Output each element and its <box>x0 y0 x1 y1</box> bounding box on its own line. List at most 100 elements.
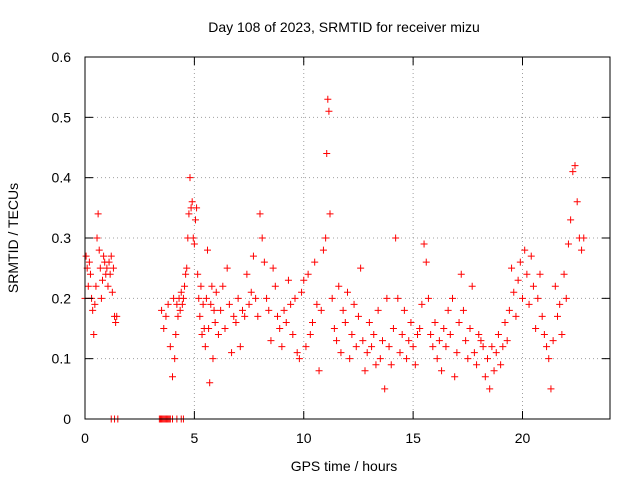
data-point <box>91 300 99 308</box>
data-point <box>556 300 564 308</box>
data-point <box>564 240 572 248</box>
data-point <box>352 343 360 351</box>
data-point <box>464 355 472 363</box>
data-point <box>106 270 114 278</box>
y-tick-label: 0.4 <box>52 170 72 186</box>
data-point <box>274 312 281 320</box>
data-point <box>453 349 461 357</box>
data-point <box>558 331 566 339</box>
data-point <box>249 252 257 260</box>
data-point <box>324 95 332 103</box>
data-point <box>403 355 411 363</box>
data-point <box>113 312 121 320</box>
data-point <box>241 312 249 320</box>
data-point <box>325 107 333 115</box>
data-point <box>186 174 194 182</box>
data-point <box>514 276 522 284</box>
data-point <box>433 355 441 363</box>
data-point <box>341 318 349 326</box>
data-point <box>512 312 520 320</box>
data-point <box>205 325 213 332</box>
y-tick-label: 0.5 <box>52 109 72 125</box>
data-point <box>84 282 92 290</box>
data-point <box>477 337 485 345</box>
data-point <box>529 282 537 290</box>
data-point <box>89 306 97 314</box>
data-point <box>182 270 190 278</box>
data-point <box>435 337 443 345</box>
data-point <box>108 288 116 296</box>
data-point <box>309 318 316 326</box>
data-point <box>499 343 507 351</box>
data-point <box>551 282 559 290</box>
data-point <box>508 264 516 272</box>
data-point <box>339 306 347 314</box>
data-point <box>346 355 354 363</box>
y-tick-label: 0.3 <box>52 230 72 246</box>
data-point <box>208 282 216 290</box>
data-point <box>376 355 384 363</box>
data-point <box>398 331 406 339</box>
data-point <box>254 312 262 320</box>
data-point <box>228 349 236 357</box>
data-point <box>104 282 112 290</box>
y-tick-label: 0.2 <box>52 290 72 306</box>
data-point <box>449 294 456 302</box>
data-point <box>174 312 182 320</box>
data-point <box>409 343 417 351</box>
data-point <box>210 306 218 314</box>
data-point <box>354 312 362 320</box>
data-point <box>107 252 115 260</box>
data-point <box>389 325 397 332</box>
data-point <box>103 264 111 272</box>
data-point <box>172 331 180 339</box>
data-point <box>468 282 476 290</box>
data-point <box>543 343 551 351</box>
data-point <box>96 264 104 272</box>
data-point <box>162 312 170 320</box>
data-point <box>221 325 229 332</box>
data-point <box>311 258 319 266</box>
data-point <box>532 325 540 332</box>
data-point <box>527 252 535 260</box>
data-point <box>554 312 561 320</box>
data-point <box>90 331 98 339</box>
grid-layer <box>85 57 610 419</box>
data-point <box>359 337 367 345</box>
data-point <box>171 355 179 363</box>
data-point <box>488 343 496 351</box>
data-point <box>516 258 524 266</box>
data-point <box>451 373 459 381</box>
data-point <box>534 294 542 302</box>
data-point <box>195 294 203 302</box>
data-point <box>188 198 196 206</box>
data-point <box>181 282 189 290</box>
data-point <box>201 343 209 351</box>
data-point <box>545 355 553 363</box>
data-point <box>486 385 494 393</box>
data-point <box>394 294 402 302</box>
data-point <box>455 318 463 326</box>
data-point <box>422 258 430 266</box>
data-point <box>86 270 94 278</box>
data-point <box>276 325 284 332</box>
data-point <box>328 294 336 302</box>
data-point <box>323 150 331 158</box>
data-point <box>333 337 341 345</box>
data-point <box>414 331 421 339</box>
data-point <box>407 318 415 326</box>
data-point <box>519 294 526 302</box>
data-point <box>337 349 345 357</box>
data-point <box>243 270 251 278</box>
data-point <box>494 331 502 339</box>
data-point <box>372 361 380 369</box>
x-tick-label: 15 <box>405 430 421 446</box>
data-point <box>562 294 570 302</box>
data-point <box>232 318 240 326</box>
data-point <box>319 246 327 254</box>
data-point <box>278 343 286 351</box>
data-point <box>164 300 172 308</box>
data-point <box>365 318 373 326</box>
data-point <box>260 258 268 266</box>
data-point <box>196 312 204 320</box>
